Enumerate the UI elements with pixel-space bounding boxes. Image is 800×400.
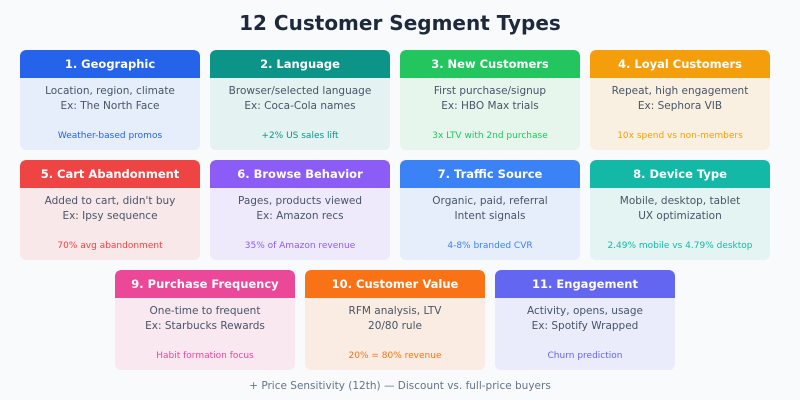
segment-card-title: 11. Engagement xyxy=(495,270,675,298)
segment-card-stat: +2% US sales lift xyxy=(261,131,339,141)
segment-card-description: Organic, paid, referral xyxy=(432,195,548,207)
segment-card-browse-behavior: 6. Browse Behavior Pages, products viewe… xyxy=(210,160,390,260)
segment-card-description: Browser/selected language xyxy=(228,85,372,97)
segment-card-example: Ex: HBO Max trials xyxy=(441,100,539,112)
segment-card-stat: Weather-based promos xyxy=(57,131,163,141)
segment-card-purchase-frequency: 9. Purchase Frequency One-time to freque… xyxy=(115,270,295,370)
segment-card-example: Ex: Spotify Wrapped xyxy=(531,320,639,332)
segment-card-language: 2. Language Browser/selected language Ex… xyxy=(210,50,390,150)
segment-card-example: Ex: Starbucks Rewards xyxy=(145,320,265,332)
segment-card-example: Ex: Coca-Cola names xyxy=(244,100,356,112)
segment-card-description: Activity, opens, usage xyxy=(527,305,643,317)
segment-card-title: 9. Purchase Frequency xyxy=(115,270,295,298)
segment-card-stat: 70% avg abandonment xyxy=(57,241,163,251)
segment-card-title: 2. Language xyxy=(210,50,390,78)
segment-card-stat: Habit formation focus xyxy=(156,351,254,361)
segment-card-title: 1. Geographic xyxy=(20,50,200,78)
segment-card-title: 5. Cart Abandonment xyxy=(20,160,200,188)
segment-card-description: Pages, products viewed xyxy=(237,195,363,207)
segment-card-description: Mobile, desktop, tablet xyxy=(619,195,741,207)
segment-card-example: 20/80 rule xyxy=(368,320,422,332)
segment-card-loyal-customers: 4. Loyal Customers Repeat, high engageme… xyxy=(590,50,770,150)
segment-card-description: RFM analysis, LTV xyxy=(348,305,442,317)
segment-card-example: Ex: Sephora VIB xyxy=(637,100,723,112)
segment-card-stat: 10x spend vs non-members xyxy=(617,131,743,141)
segment-card-description: Added to cart, didn't buy xyxy=(44,195,176,207)
segment-card-title: 4. Loyal Customers xyxy=(590,50,770,78)
segment-card-title: 7. Traffic Source xyxy=(400,160,580,188)
segment-card-title: 8. Device Type xyxy=(590,160,770,188)
segment-card-example: UX optimization xyxy=(638,210,722,222)
page-title: 12 Customer Segment Types xyxy=(239,11,561,35)
segment-card-title: 10. Customer Value xyxy=(305,270,485,298)
segment-card-new-customers: 3. New Customers First purchase/signup E… xyxy=(400,50,580,150)
segment-card-customer-value: 10. Customer Value RFM analysis, LTV 20/… xyxy=(305,270,485,370)
segment-card-description: One-time to frequent xyxy=(149,305,261,317)
segment-card-example: Ex: The North Face xyxy=(60,100,160,112)
segment-card-geographic: 1. Geographic Location, region, climate … xyxy=(20,50,200,150)
segment-card-title: 6. Browse Behavior xyxy=(210,160,390,188)
segment-card-cart-abandonment: 5. Cart Abandonment Added to cart, didn'… xyxy=(20,160,200,260)
segment-card-description: Location, region, climate xyxy=(45,85,175,97)
segment-card-stat: 35% of Amazon revenue xyxy=(244,241,356,251)
segment-card-description: First purchase/signup xyxy=(433,85,547,97)
segment-card-stat: Churn prediction xyxy=(547,351,623,361)
segment-card-engagement: 11. Engagement Activity, opens, usage Ex… xyxy=(495,270,675,370)
segment-card-example: Intent signals xyxy=(454,210,526,222)
segment-card-stat: 20% = 80% revenue xyxy=(348,351,442,361)
segment-card-description: Repeat, high engagement xyxy=(611,85,749,97)
segment-card-stat: 2.49% mobile vs 4.79% desktop xyxy=(607,241,753,251)
segment-card-example: Ex: Amazon recs xyxy=(256,210,344,222)
segment-card-stat: 3x LTV with 2nd purchase xyxy=(432,131,548,141)
segment-card-traffic-source: 7. Traffic Source Organic, paid, referra… xyxy=(400,160,580,260)
segment-card-example: Ex: Ipsy sequence xyxy=(62,210,158,222)
segment-card-device-type: 8. Device Type Mobile, desktop, tablet U… xyxy=(590,160,770,260)
footnote: + Price Sensitivity (12th) — Discount vs… xyxy=(249,380,551,392)
segment-card-stat: 4-8% branded CVR xyxy=(447,241,533,251)
segment-card-title: 3. New Customers xyxy=(400,50,580,78)
